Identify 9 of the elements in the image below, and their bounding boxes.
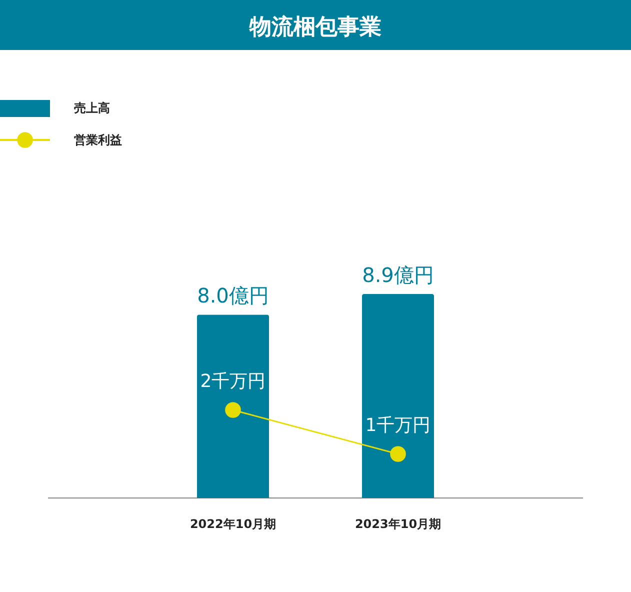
x-tick-label: 2022年10月期 <box>190 517 276 531</box>
legend-label: 営業利益 <box>74 133 122 147</box>
data-label: 2千万円 <box>200 371 266 392</box>
x-tick-label: 2023年10月期 <box>354 517 442 531</box>
data-label: 8.0億円 <box>197 284 269 308</box>
legend-label: 売上高 <box>74 101 110 115</box>
data-label: 1千万円 <box>365 415 431 436</box>
data-label: 8.9億円 <box>362 263 434 287</box>
chart-title: 物流梱包事業 <box>248 14 382 40</box>
